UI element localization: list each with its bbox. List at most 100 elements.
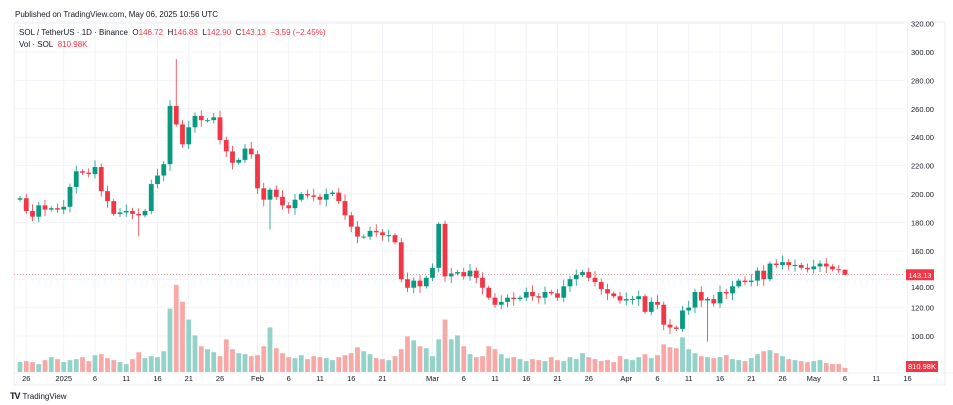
candle-body xyxy=(67,186,73,207)
candle-body xyxy=(80,171,85,173)
candle-body xyxy=(117,212,123,214)
candle-body xyxy=(505,297,510,302)
candle-body xyxy=(261,188,267,200)
time-axis[interactable]: 26 2025 6 11 16 21 26 Feb 6 11 16 21 Mar 6 11 16 21 26 Apr… xyxy=(22,374,912,383)
candle-body xyxy=(661,304,667,325)
volume-bar xyxy=(67,360,73,372)
candle-body xyxy=(723,291,729,294)
candle-body xyxy=(717,291,723,304)
candle-body xyxy=(811,266,817,270)
candle-body xyxy=(455,272,460,274)
candle-body xyxy=(561,286,567,298)
candle-body xyxy=(711,299,717,304)
volume-bar xyxy=(336,357,342,372)
candle-body xyxy=(611,293,617,297)
candle-body xyxy=(486,287,492,298)
candle-body xyxy=(492,297,498,305)
candle-body xyxy=(805,267,810,270)
volume-bar xyxy=(292,358,298,372)
volume-bar xyxy=(117,362,123,372)
candle-body xyxy=(480,277,485,288)
candle-body xyxy=(680,310,685,329)
volume-bar xyxy=(48,357,54,372)
candle-body xyxy=(442,223,448,277)
volume-bar xyxy=(261,346,267,372)
last-price-label: 143.13 xyxy=(909,271,932,280)
volume-bar xyxy=(523,361,529,372)
price-tick-label: 220.00 xyxy=(911,162,934,171)
volume-bar xyxy=(573,359,579,372)
candle-body xyxy=(536,296,542,298)
volume-bar xyxy=(280,353,285,372)
volume-bar xyxy=(273,348,279,372)
volume-bar xyxy=(636,357,642,372)
candle-body xyxy=(755,270,760,281)
volume-bar xyxy=(111,360,117,372)
volume-bar xyxy=(311,356,317,372)
candle-body xyxy=(692,291,698,308)
volume-bar xyxy=(842,367,848,372)
volume-bar xyxy=(686,349,692,372)
time-tick-label: 21 xyxy=(378,374,386,383)
close-value: 143.13 xyxy=(241,28,266,37)
candle-body xyxy=(417,280,423,287)
volume-bar xyxy=(548,357,554,372)
tv-logo-icon: TV xyxy=(10,391,20,401)
volume-bar xyxy=(817,360,823,372)
candle-body xyxy=(580,272,585,275)
time-tick-label: Apr xyxy=(620,374,632,383)
price-tick-label: 180.00 xyxy=(911,218,934,227)
time-tick-label: 26 xyxy=(216,374,224,383)
candle-body xyxy=(380,232,385,236)
time-tick-label: 21 xyxy=(185,374,193,383)
time-tick-label: 11 xyxy=(316,374,324,383)
volume-bar xyxy=(367,354,373,372)
volume-bar xyxy=(17,362,23,372)
volume-bar xyxy=(530,359,535,372)
candle-body xyxy=(798,265,804,268)
volume-bar xyxy=(423,348,429,372)
volume-bar xyxy=(505,358,510,372)
volume-bar xyxy=(705,357,710,372)
time-tick-label: 11 xyxy=(872,374,880,383)
logo-text: TradingView xyxy=(22,391,67,401)
candle-body xyxy=(448,273,454,277)
tradingview-logo[interactable]: TV TradingView xyxy=(10,391,67,401)
price-tick-label: 240.00 xyxy=(911,133,934,142)
volume-bar xyxy=(517,359,523,372)
low-value: 142.90 xyxy=(206,28,232,37)
chart-frame xyxy=(13,21,946,386)
candle-body xyxy=(473,270,479,278)
volume-bar xyxy=(486,346,492,372)
price-axis[interactable]: 320.00 300.00 280.00 260.00 240.00 220.00 200.… xyxy=(906,20,938,372)
time-tick-label: 16 xyxy=(153,374,161,383)
candle-body xyxy=(336,192,342,202)
candle-body xyxy=(786,262,792,265)
candle-body xyxy=(17,198,23,200)
volume-bar xyxy=(561,361,567,372)
volume-bar xyxy=(323,358,329,372)
candle-body xyxy=(673,327,679,329)
symbol-title[interactable]: SOL / TetherUS · 1D · Binance xyxy=(19,28,128,37)
candle-body xyxy=(317,196,323,200)
candle-body xyxy=(167,105,173,165)
candle-body xyxy=(555,293,560,298)
volume-bar xyxy=(836,364,842,372)
change-value: −3.59 (−2.45%) xyxy=(270,28,326,37)
candle-body xyxy=(217,117,223,141)
volume-bar xyxy=(73,359,79,372)
volume-bar xyxy=(730,359,735,372)
volume-bar xyxy=(655,355,660,372)
candle-body xyxy=(411,280,417,288)
volume-bar xyxy=(667,347,673,372)
volume-bar xyxy=(648,358,654,372)
volume-bar xyxy=(242,354,248,372)
volume-bar xyxy=(511,357,517,372)
volume-bar xyxy=(142,358,148,372)
volume-bar xyxy=(698,356,704,372)
price-tick-label: 300.00 xyxy=(911,48,934,57)
published-caption: Published on TradingView.com, May 06, 20… xyxy=(15,10,219,19)
price-tick-label: 120.00 xyxy=(911,304,934,313)
volume-bar xyxy=(405,336,410,372)
